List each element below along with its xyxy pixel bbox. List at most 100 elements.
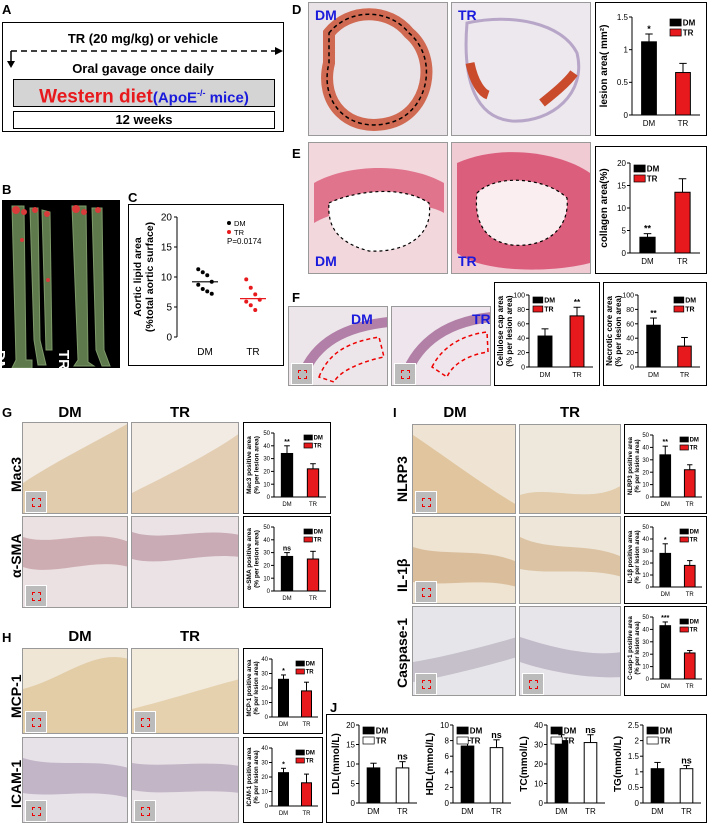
legend-label: TR xyxy=(690,628,699,634)
aorta-photo: DM TR xyxy=(0,200,120,373)
y-tick-label: 10 xyxy=(440,721,449,730)
y-axis-label: (% per lesion area) xyxy=(254,750,260,803)
legend-swatch xyxy=(295,668,305,675)
chart-h2: 0 10 20 30 40 ICAM-1 positive area (% per lesi… xyxy=(247,746,318,817)
diet-box: Western diet(ApoE-/- mice) xyxy=(13,79,275,107)
legend-swatch xyxy=(550,736,563,745)
legend-label: DM xyxy=(683,19,696,28)
chart-c: 0 5 10 15 20 Aortic lipid area (%total aortic … xyxy=(132,213,266,358)
x-tick-label: TR xyxy=(677,257,688,266)
col-head-h-dm: DM xyxy=(68,628,92,645)
y-axis-label: collagen area(%) xyxy=(599,168,610,247)
y-tick-label: 40 xyxy=(263,444,270,450)
histology-i-nlrp3-tr xyxy=(519,424,621,514)
tag-f-dm: DM xyxy=(351,311,373,327)
bar-tr xyxy=(675,72,691,116)
y-tick-label: 20 xyxy=(261,775,268,781)
bar-dm xyxy=(554,740,569,804)
inset-thumbnail xyxy=(291,363,313,385)
legend-label: TR xyxy=(690,538,699,544)
y-tick-label: 0 xyxy=(624,111,629,120)
legend-swatch xyxy=(633,164,646,173)
y-tick-label: 20 xyxy=(263,470,270,476)
panel-f1-chart-frame: 0 20 40 60 80 100 Cellulose cap area (% per les… xyxy=(494,282,600,386)
y-axis-label: MCP-1 positive area xyxy=(247,659,253,717)
histology-d-dm: DM xyxy=(308,2,448,136)
y-tick-label: 10 xyxy=(642,665,649,671)
bar-dm xyxy=(650,768,665,804)
y-axis-label: TC(mmol/L) xyxy=(519,736,530,792)
aorta-label-tr: TR xyxy=(55,350,72,370)
y-axis-label: Cellulose cap area xyxy=(496,295,505,366)
y-tick-label: 2 xyxy=(635,736,640,745)
significance-mark: * xyxy=(282,761,285,768)
y-tick-label: 4 xyxy=(445,768,450,777)
y-tick-label: 0 xyxy=(646,495,650,501)
col-head-g-tr: TR xyxy=(170,404,190,421)
legend-swatch xyxy=(646,726,659,735)
y-axis-label: (%total aortic surface) xyxy=(144,222,156,332)
x-tick-label: TR xyxy=(397,807,408,816)
y-axis-label: lesion area( mm²) xyxy=(599,25,610,108)
legend-label: TR xyxy=(470,737,481,746)
x-tick-label: DM xyxy=(279,811,288,817)
y-axis-label: C-casp-1 positive area xyxy=(628,615,634,679)
panel-f2-chart-frame: 0 20 40 60 80 100 Necrotic core area (% per les… xyxy=(603,282,707,386)
legend-swatch xyxy=(679,536,689,543)
histology-g-asma-dm xyxy=(22,516,128,608)
chart-f2: 0 20 40 60 80 100 Necrotic core area (% per les… xyxy=(605,292,700,379)
histology-f-dm: DM xyxy=(288,306,388,386)
y-tick-label: 0 xyxy=(539,799,544,808)
panel-i2-chart-frame: 0 10 20 30 40 50 IL-1β positive area (% per les… xyxy=(624,516,707,604)
legend-label: DM xyxy=(234,219,246,228)
legend-label: DM xyxy=(690,620,699,626)
x-tick-label: DM xyxy=(643,119,656,128)
y-tick-label: 100 xyxy=(622,292,634,299)
panel-label-c: C xyxy=(128,190,138,205)
panel-g2-chart-frame: 0 10 20 30 40 50 α-SMA positive area (% per les… xyxy=(243,516,331,608)
chart-i1: 0 10 20 30 40 50 NLRP3 positive area (% per les… xyxy=(628,433,702,508)
y-tick-label: 40 xyxy=(261,657,268,663)
histology-i-il1b-dm xyxy=(412,516,516,604)
legend-label: TR xyxy=(690,446,699,452)
x-tick-label: TR xyxy=(678,119,689,128)
data-point-dm xyxy=(196,282,201,287)
legend-label: TR xyxy=(306,759,315,765)
legend-swatch xyxy=(679,444,689,451)
tag-d-tr: TR xyxy=(458,7,477,23)
y-tick-label: 0 xyxy=(265,804,269,810)
y-tick-label: 10 xyxy=(261,790,268,796)
histology-g-asma-tr xyxy=(131,516,239,608)
x-tick-label: DM xyxy=(282,596,291,602)
y-tick-label: 1.5 xyxy=(617,13,629,22)
data-point-dm xyxy=(209,291,214,296)
x-tick-label: DM xyxy=(648,372,659,379)
histology-i-il1b-tr xyxy=(519,516,621,604)
bar-tr xyxy=(489,747,504,804)
y-axis-label: (% per lesion area) xyxy=(254,530,261,588)
y-tick-label: 0 xyxy=(351,799,356,808)
y-axis-label: Mac3 positive area xyxy=(246,436,253,494)
y-tick-label: 40 xyxy=(626,336,634,343)
inset-thumbnail xyxy=(25,585,47,607)
bar-tr xyxy=(306,468,320,498)
y-axis-label: LDL(mmol/L) xyxy=(331,733,342,795)
histology-g-mac3-tr xyxy=(131,422,239,514)
data-point-dm xyxy=(196,267,201,272)
chart-g1: 0 10 20 30 40 50 Mac3 positive area (% per lesi… xyxy=(246,431,326,508)
y-tick-label: 50 xyxy=(642,525,649,531)
significance-mark: * xyxy=(647,24,651,34)
chart-g2: 0 10 20 30 40 50 α-SMA positive area (% per les… xyxy=(246,525,326,602)
x-tick-label: TR xyxy=(585,807,596,816)
legend-label: TR xyxy=(234,228,245,237)
y-axis-label: TG(mmol/L) xyxy=(613,736,624,792)
y-tick-label: 10 xyxy=(161,273,173,284)
y-tick-label: 0 xyxy=(267,589,271,595)
y-tick-label: 40 xyxy=(534,721,543,730)
data-point-tr xyxy=(253,292,258,297)
panel-i1-chart-frame: 0 10 20 30 40 50 NLRP3 positive area (% per les… xyxy=(624,424,707,514)
bar-dm xyxy=(278,678,289,718)
significance-mark: * xyxy=(282,668,285,675)
legend-label: DM xyxy=(470,727,483,736)
